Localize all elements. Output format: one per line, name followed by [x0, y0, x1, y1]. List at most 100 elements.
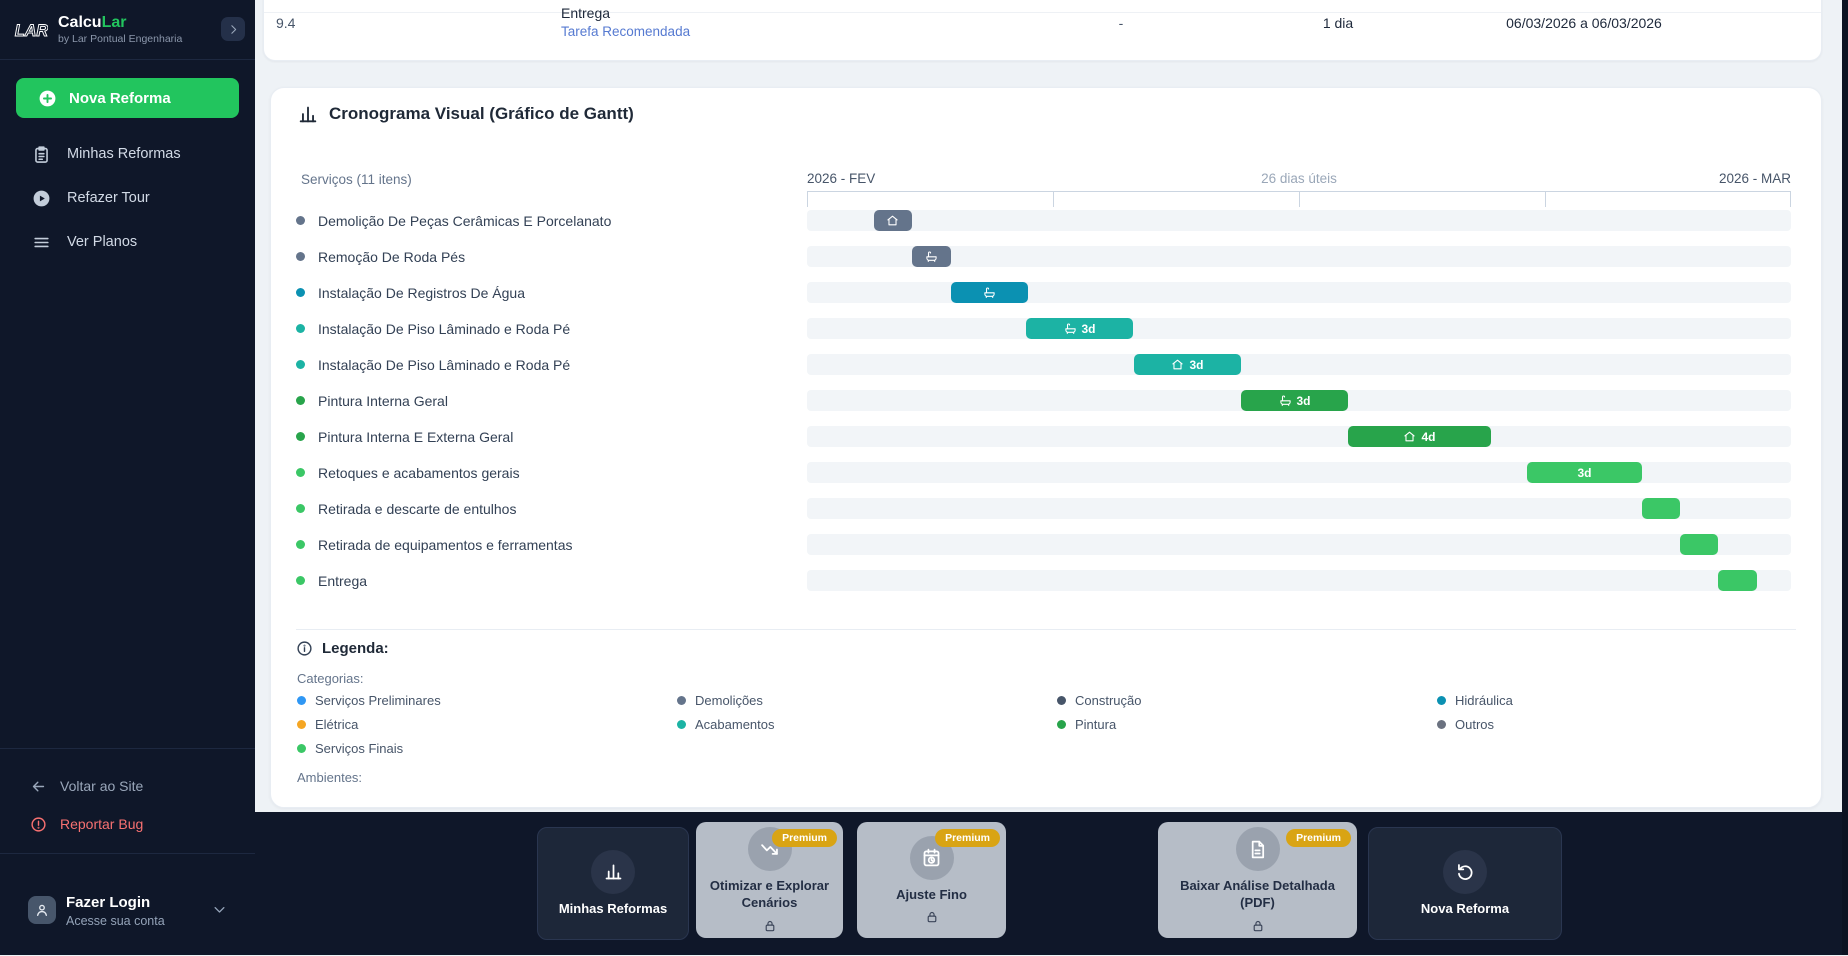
premium-badge: Premium	[935, 829, 1000, 847]
service-name: Retirada de equipamentos e ferramentas	[318, 536, 573, 553]
action-button-baixar-an-lise-detalhada-pdf-[interactable]: Premium Baixar Análise Detalhada (PDF)	[1158, 822, 1357, 938]
legend-label: Pintura	[1075, 716, 1117, 732]
trend-down-icon	[759, 839, 780, 860]
gantt-row-label: Remoção De Roda Pés	[296, 246, 465, 267]
action-button-icon-circle	[591, 849, 635, 894]
play-circle-icon	[32, 189, 51, 208]
gantt-track	[807, 570, 1791, 591]
gantt-bar-duration: 3d	[1189, 357, 1204, 372]
task-index: 9.4	[276, 15, 296, 31]
action-button-nova-reforma[interactable]: Nova Reforma	[1368, 827, 1562, 940]
services-count-label: Serviços (11 itens)	[301, 172, 412, 187]
sidebar-item-label: Refazer Tour	[67, 190, 150, 206]
sidebar-link-voltar-ao-site[interactable]: Voltar ao Site	[0, 767, 255, 805]
nova-reforma-label: Nova Reforma	[69, 89, 171, 107]
sidebar-item-ver-planos[interactable]: Ver Planos	[0, 220, 255, 264]
gantt-bar[interactable]: 3d	[1526, 462, 1642, 483]
gantt-bar[interactable]: 4d	[1348, 426, 1491, 447]
gantt-row: Retoques e acabamentos gerais 3d	[271, 462, 1821, 483]
gantt-bar[interactable]	[950, 282, 1028, 303]
service-name: Retoques e acabamentos gerais	[318, 464, 520, 481]
category-dot	[296, 360, 305, 369]
gantt-bar[interactable]	[1717, 570, 1757, 591]
sidebar-link-reportar-bug[interactable]: Reportar Bug	[0, 805, 255, 843]
category-dot	[296, 576, 305, 585]
home-icon	[1403, 430, 1416, 443]
timeline-duration-label: 26 dias úteis	[1261, 171, 1337, 186]
nova-reforma-button[interactable]: Nova Reforma	[16, 78, 239, 118]
gantt-card: Cronograma Visual (Gráfico de Gantt) Ser…	[270, 87, 1822, 808]
service-name: Entrega	[318, 572, 368, 589]
service-name: Pintura Interna Geral	[318, 392, 448, 409]
gantt-track	[807, 210, 1791, 231]
gantt-row: Instalação De Piso Lâminado e Roda Pé 3d	[271, 318, 1821, 339]
legend-divider	[296, 629, 1796, 630]
service-name: Demolição De Peças Cerâmicas E Porcelana…	[318, 212, 612, 229]
sidebar-item-minhas-reformas[interactable]: Minhas Reformas	[0, 132, 255, 176]
category-dot	[296, 468, 305, 477]
avatar	[28, 896, 56, 924]
gantt-row-label: Instalação De Piso Lâminado e Roda Pé	[296, 354, 570, 375]
sidebar-item-refazer-tour[interactable]: Refazer Tour	[0, 176, 255, 220]
lock-icon	[1251, 919, 1265, 933]
calcular-logo-icon: LAR	[14, 17, 48, 43]
sidebar-link-label: Reportar Bug	[60, 816, 144, 832]
action-button-otimizar-e-explorar-cen-rios[interactable]: Premium Otimizar e Explorar Cenários	[696, 822, 843, 938]
category-dot	[296, 288, 305, 297]
legend-heading-text: Legenda:	[322, 640, 389, 657]
category-dot	[296, 252, 305, 261]
legend-item: Elétrica	[297, 714, 358, 734]
gantt-bar[interactable]	[1680, 534, 1718, 555]
action-button-label: Minhas Reformas	[558, 900, 668, 916]
plus-circle-icon	[38, 89, 57, 108]
gantt-bar[interactable]: 3d	[1241, 390, 1348, 411]
login-section[interactable]: Fazer Login Acesse sua conta	[0, 853, 255, 956]
gantt-bar[interactable]	[911, 246, 951, 267]
list-lines-icon	[32, 233, 51, 252]
sidebar-item-label: Ver Planos	[67, 234, 138, 250]
action-button-label: Ajuste Fino	[896, 886, 967, 902]
legend-dot	[677, 695, 686, 705]
sidebar-link-label: Voltar ao Site	[60, 778, 144, 794]
legend-dot	[1057, 695, 1066, 705]
brand-tagline: by Lar Pontual Engenharia	[58, 33, 183, 46]
bath-icon	[983, 286, 996, 299]
legend-label: Outros	[1455, 716, 1495, 732]
legend-item: Hidráulica	[1437, 690, 1513, 710]
gantt-track: 3d	[807, 390, 1791, 411]
legend-item: Serviços Finais	[297, 738, 403, 758]
category-dot	[296, 432, 305, 441]
legend-item: Construção	[1057, 690, 1141, 710]
legend-dot	[297, 743, 306, 753]
home-icon	[886, 214, 899, 227]
bath-icon	[1279, 394, 1292, 407]
page-scrollbar[interactable]	[1842, 0, 1848, 955]
legend-item: Outros	[1437, 714, 1494, 734]
premium-badge: Premium	[772, 829, 837, 847]
gantt-bar[interactable]: 3d	[1026, 318, 1133, 339]
service-name: Pintura Interna E Externa Geral	[318, 428, 514, 445]
gantt-track: 3d	[807, 462, 1791, 483]
premium-badge: Premium	[1286, 829, 1351, 847]
brand-suffix: Lar	[101, 13, 127, 31]
gantt-bar[interactable]: 3d	[1133, 354, 1241, 375]
gantt-bar[interactable]	[1642, 498, 1680, 519]
legend-dot	[1057, 719, 1066, 729]
sidebar-footer-links: Voltar ao Site Reportar Bug	[0, 748, 255, 843]
gantt-row-label: Entrega	[296, 570, 367, 591]
chevron-down-icon[interactable]	[212, 902, 227, 917]
gantt-bar-duration: 3d	[1577, 465, 1592, 480]
category-dot	[296, 540, 305, 549]
category-dot	[296, 504, 305, 513]
arrow-left-icon	[30, 778, 47, 795]
gantt-row: Instalação De Piso Lâminado e Roda Pé 3d	[271, 354, 1821, 375]
legend-grid: Serviços Preliminares Demolições Construçã…	[297, 690, 1797, 766]
gantt-bar[interactable]	[874, 210, 912, 231]
task-tag-link[interactable]: Tarefa Recomendada	[561, 24, 691, 39]
sidebar-collapse-button[interactable]	[221, 17, 245, 41]
legend-item: Demolições	[677, 690, 763, 710]
action-button-minhas-reformas[interactable]: Minhas Reformas	[537, 827, 689, 940]
action-button-ajuste-fino[interactable]: Premium Ajuste Fino	[857, 822, 1006, 938]
legend-dot	[677, 719, 686, 729]
legend-label: Serviços Preliminares	[315, 692, 441, 708]
